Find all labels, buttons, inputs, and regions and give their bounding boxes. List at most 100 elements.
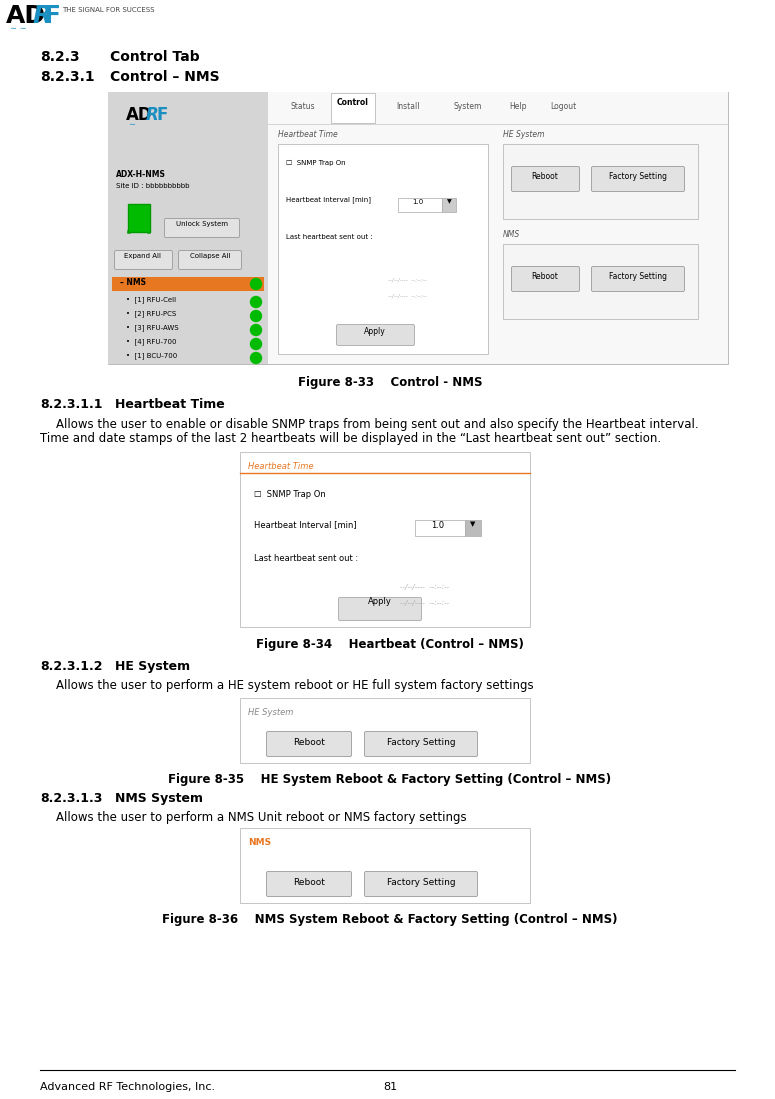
Text: R: R: [32, 4, 51, 27]
Text: Factory Setting: Factory Setting: [609, 173, 667, 181]
FancyBboxPatch shape: [442, 198, 456, 212]
Text: Allows the user to perform a NMS Unit reboot or NMS factory settings: Allows the user to perform a NMS Unit re…: [56, 811, 467, 824]
Text: Heartbeat Time: Heartbeat Time: [278, 130, 338, 138]
FancyBboxPatch shape: [591, 167, 684, 191]
Text: – NMS: – NMS: [120, 278, 146, 287]
FancyBboxPatch shape: [512, 266, 580, 291]
Text: ∼: ∼: [128, 120, 135, 129]
Text: 81: 81: [383, 1083, 397, 1092]
Text: Reboot: Reboot: [532, 173, 559, 181]
Text: AD: AD: [126, 106, 153, 124]
Text: Unlock System: Unlock System: [176, 221, 228, 227]
Text: --/--/----  --:--:--: --/--/---- --:--:--: [401, 584, 450, 590]
FancyBboxPatch shape: [267, 732, 352, 756]
Bar: [108, 92, 268, 364]
Text: Advanced RF Technologies, Inc.: Advanced RF Technologies, Inc.: [40, 1083, 215, 1092]
Text: Factory Setting: Factory Setting: [387, 878, 456, 887]
Text: --/--/----  --:--:--: --/--/---- --:--:--: [401, 600, 450, 606]
Text: Last heartbeat sent out :: Last heartbeat sent out :: [254, 554, 358, 563]
FancyBboxPatch shape: [591, 266, 684, 291]
Text: --/--/----  --:--:--: --/--/---- --:--:--: [388, 293, 428, 298]
Text: Allows the user to perform a HE system reboot or HE full system factory settings: Allows the user to perform a HE system r…: [56, 679, 534, 692]
Text: ADX-H-NMS: ADX-H-NMS: [116, 170, 166, 179]
Text: •  [3] RFU-AWS: • [3] RFU-AWS: [126, 324, 178, 331]
Text: Figure 8-35    HE System Reboot & Factory Setting (Control – NMS): Figure 8-35 HE System Reboot & Factory S…: [168, 773, 611, 786]
Text: Collapse All: Collapse All: [190, 253, 230, 259]
Text: 1.0: 1.0: [412, 199, 424, 206]
Text: Logout: Logout: [550, 102, 576, 111]
FancyBboxPatch shape: [364, 872, 477, 897]
FancyBboxPatch shape: [164, 219, 239, 237]
Text: HE System: HE System: [248, 708, 294, 717]
Text: NMS: NMS: [503, 230, 520, 238]
Text: Time and date stamps of the last 2 heartbeats will be displayed in the “Last hea: Time and date stamps of the last 2 heart…: [40, 432, 661, 445]
Text: 8.2.3: 8.2.3: [40, 49, 80, 64]
FancyBboxPatch shape: [398, 198, 442, 212]
FancyBboxPatch shape: [240, 698, 530, 763]
Text: ☐  SNMP Trap On: ☐ SNMP Trap On: [286, 160, 346, 166]
Circle shape: [250, 278, 261, 289]
Text: Factory Setting: Factory Setting: [609, 271, 667, 281]
Text: •  [1] BCU-700: • [1] BCU-700: [126, 352, 177, 358]
Text: Last heartbeat sent out :: Last heartbeat sent out :: [286, 234, 373, 240]
FancyBboxPatch shape: [278, 144, 488, 354]
Text: Figure 8-36    NMS System Reboot & Factory Setting (Control – NMS): Figure 8-36 NMS System Reboot & Factory …: [162, 913, 618, 926]
FancyBboxPatch shape: [503, 244, 698, 319]
FancyBboxPatch shape: [115, 251, 173, 269]
Text: System: System: [454, 102, 482, 111]
Text: Reboot: Reboot: [532, 271, 559, 281]
Circle shape: [250, 338, 261, 349]
Bar: [112, 277, 264, 291]
Text: Reboot: Reboot: [293, 739, 325, 747]
Text: Expand All: Expand All: [125, 253, 161, 259]
Text: Control Tab: Control Tab: [110, 49, 200, 64]
Text: ☐  SNMP Trap On: ☐ SNMP Trap On: [254, 490, 326, 499]
Text: Factory Setting: Factory Setting: [387, 739, 456, 747]
Text: Status: Status: [291, 102, 315, 111]
FancyBboxPatch shape: [331, 93, 375, 123]
Text: F: F: [44, 4, 61, 27]
FancyBboxPatch shape: [339, 598, 422, 621]
Text: 8.2.3.1.1: 8.2.3.1.1: [40, 398, 102, 411]
Text: HE System: HE System: [115, 660, 190, 673]
FancyBboxPatch shape: [240, 452, 530, 628]
Text: AD: AD: [6, 4, 46, 27]
Text: Heartbeat Interval [min]: Heartbeat Interval [min]: [254, 520, 356, 529]
FancyBboxPatch shape: [240, 828, 530, 903]
Text: •  [1] RFU-Cell: • [1] RFU-Cell: [126, 296, 176, 302]
FancyBboxPatch shape: [503, 144, 698, 219]
Text: Heartbeat Time: Heartbeat Time: [115, 398, 225, 411]
Text: Heartbeat Interval [min]: Heartbeat Interval [min]: [286, 196, 371, 202]
FancyBboxPatch shape: [364, 732, 477, 756]
Circle shape: [250, 311, 261, 322]
Text: F: F: [156, 106, 167, 124]
FancyBboxPatch shape: [336, 324, 415, 345]
Text: ▼: ▼: [470, 521, 476, 528]
FancyBboxPatch shape: [415, 520, 465, 536]
FancyBboxPatch shape: [512, 167, 580, 191]
Text: NMS: NMS: [248, 839, 271, 847]
Text: HE System: HE System: [503, 130, 545, 138]
Text: Install: Install: [396, 102, 420, 111]
Text: 8.2.3.1.2: 8.2.3.1.2: [40, 660, 102, 673]
Text: •  [4] RFU-700: • [4] RFU-700: [126, 338, 177, 345]
Text: Reboot: Reboot: [293, 878, 325, 887]
Circle shape: [250, 297, 261, 308]
Text: 8.2.3.1.3: 8.2.3.1.3: [40, 792, 102, 804]
Text: Control – NMS: Control – NMS: [110, 70, 219, 84]
Text: Apply: Apply: [368, 597, 392, 606]
Circle shape: [250, 353, 261, 364]
Text: Heartbeat Time: Heartbeat Time: [248, 462, 314, 471]
Text: Apply: Apply: [364, 328, 386, 336]
Text: 1.0: 1.0: [432, 521, 445, 530]
Text: THE SIGNAL FOR SUCCESS: THE SIGNAL FOR SUCCESS: [62, 7, 154, 13]
FancyBboxPatch shape: [267, 872, 352, 897]
Text: Allows the user to enable or disable SNMP traps from being sent out and also spe: Allows the user to enable or disable SNM…: [56, 418, 698, 431]
Circle shape: [250, 324, 261, 335]
FancyBboxPatch shape: [108, 92, 728, 364]
Bar: [268, 124, 728, 364]
Bar: [128, 204, 150, 232]
Text: 8.2.3.1: 8.2.3.1: [40, 70, 95, 84]
Text: NMS System: NMS System: [115, 792, 203, 804]
FancyBboxPatch shape: [178, 251, 242, 269]
